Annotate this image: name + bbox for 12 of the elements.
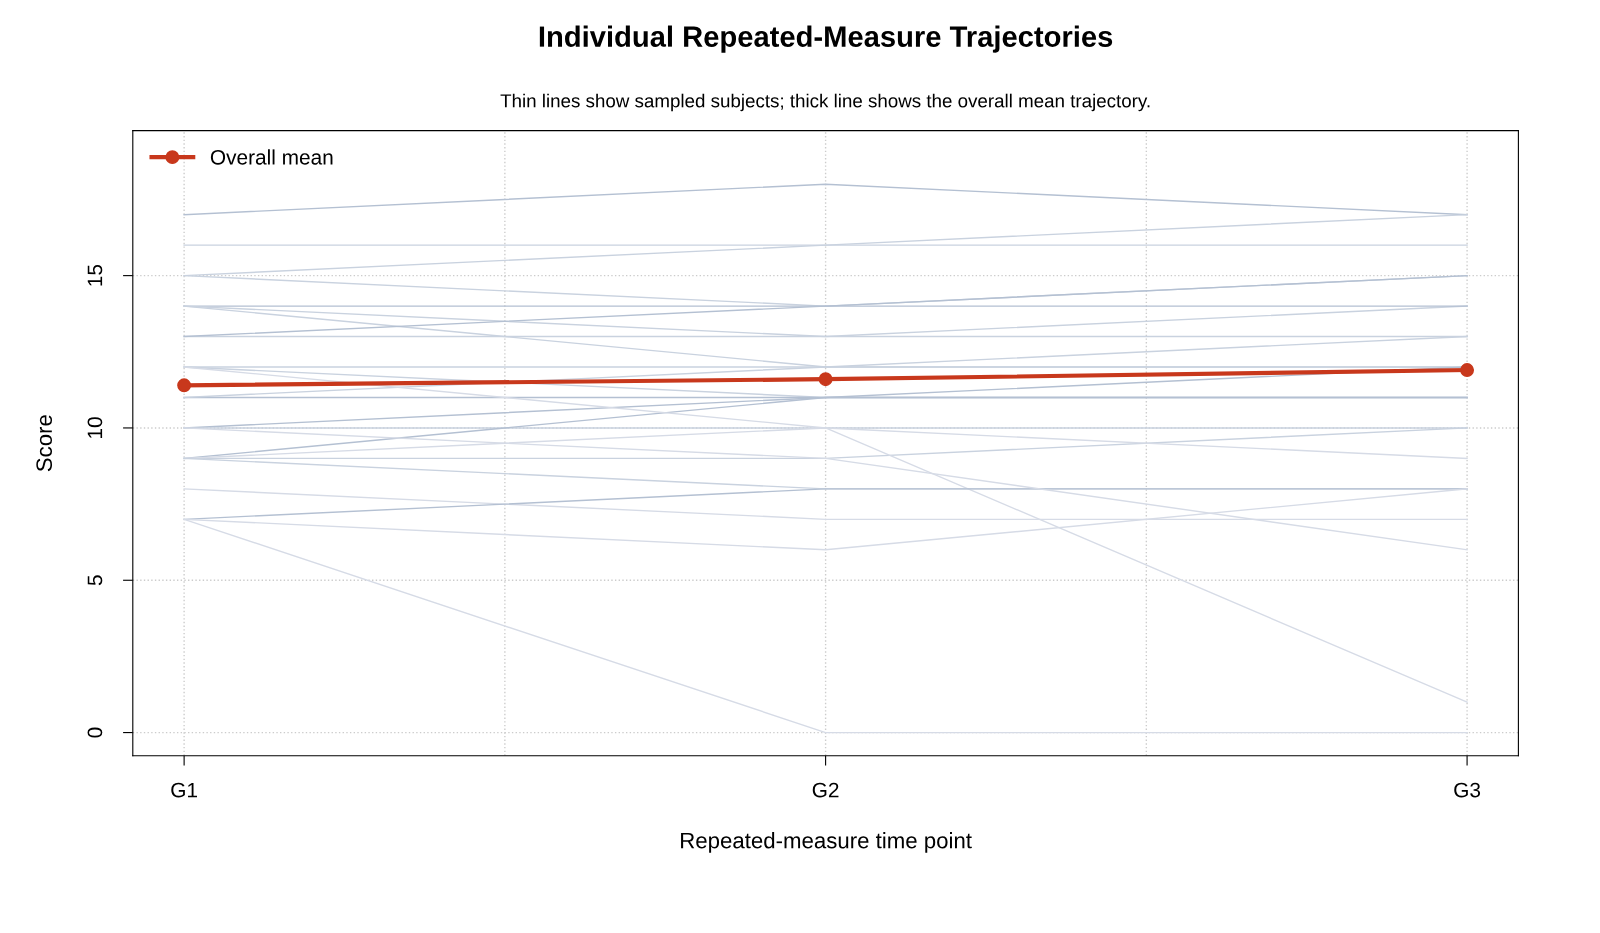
x-tick-label: G3 <box>1454 782 1481 798</box>
y-tick-label: 0 <box>87 727 103 738</box>
chart-subtitle: Thin lines show sampled subjects; thick line shows the overall mean trajectory. <box>500 93 1150 112</box>
y-tick-label: 15 <box>87 264 103 286</box>
x-tick-label: G2 <box>812 782 839 798</box>
y-tick-label: 5 <box>87 575 103 586</box>
y-tick-label: 10 <box>87 417 103 438</box>
legend-label: Overall mean <box>210 149 333 165</box>
chart-title: Individual Repeated-Measure Trajectories <box>539 25 1113 53</box>
y-axis-title: Score <box>36 415 53 472</box>
x-tick-label: G1 <box>171 782 197 798</box>
x-axis-title: Repeated-measure time point <box>681 832 972 853</box>
